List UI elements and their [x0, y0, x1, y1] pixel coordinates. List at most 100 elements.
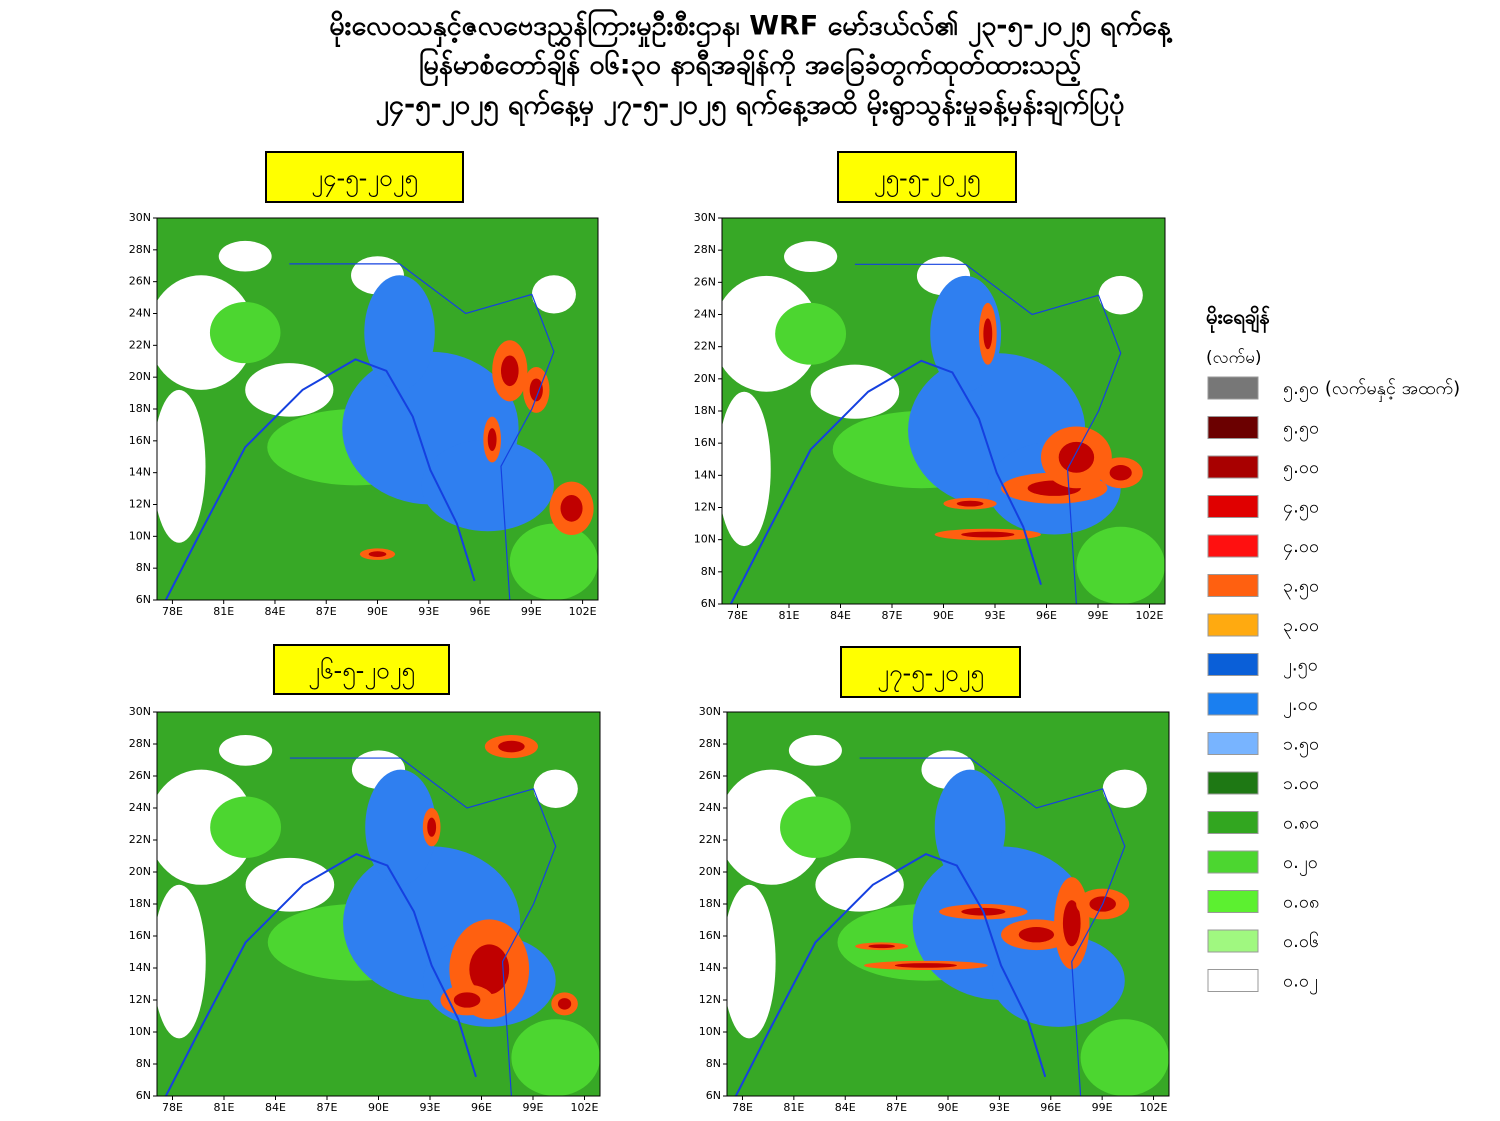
lat-label: 24N: [699, 801, 721, 814]
lon-label: 78E: [162, 605, 183, 618]
legend-label: ၃.၀၀: [1283, 615, 1319, 639]
legend-swatch: [1207, 692, 1259, 716]
lat-label: 24N: [694, 308, 716, 321]
border: [289, 263, 555, 600]
dry-area: [219, 735, 273, 766]
lat-label: 10N: [129, 529, 151, 542]
lon-label: 90E: [367, 605, 388, 618]
heavy-rain-core: [983, 318, 993, 350]
dry-area: [788, 735, 842, 766]
lat-label: 12N: [694, 501, 716, 514]
lat-label: 20N: [129, 370, 151, 383]
lon-label: 81E: [783, 1101, 804, 1114]
legend-label: ၀.၂၀: [1283, 852, 1318, 876]
title-line: ၂၄-၅-၂၀၂၅ ရက်နေ့မှ ၂၇-၅-၂၀၂၅ ရက်နေ့အထိ မ…: [376, 88, 1125, 127]
lat-label: 16N: [694, 436, 716, 449]
heavy-rain-core: [487, 428, 497, 452]
panel: ၂၅-၅-၂၀၂၅ 30N 28N 26N 24N 22N 20N 18N 16N 14N 12N 1…: [694, 151, 1166, 622]
dry-area: [810, 364, 900, 419]
border: [859, 757, 1126, 1096]
legend-swatch: [1207, 850, 1259, 874]
lat-label: 10N: [694, 533, 716, 546]
legend-label: ၄.၀၀: [1283, 536, 1319, 560]
legend-label: ၅.၅၀: [1283, 418, 1319, 442]
lon-label: 102E: [1140, 1101, 1168, 1114]
dry-area: [784, 241, 838, 273]
legend-swatch: [1207, 890, 1259, 913]
dry-area: [531, 275, 576, 314]
heavy-rain-core: [894, 963, 957, 968]
lon-label: 84E: [264, 605, 285, 618]
heavy-rain-core: [1109, 465, 1132, 481]
heavy-rain-core: [469, 944, 510, 995]
lat-label: 30N: [129, 705, 151, 718]
panel-label: ၂၅-၅-၂၀၂၅: [874, 164, 981, 197]
panel-label: ၂၆-၅-၂၀၂၅: [308, 656, 415, 690]
lon-label: 99E: [1088, 609, 1109, 622]
panel-label-box: [837, 151, 1017, 203]
legend-swatch: [1207, 929, 1259, 953]
lat-label: 24N: [129, 801, 151, 814]
lat-label: 16N: [129, 434, 151, 447]
lat-label: 20N: [694, 372, 716, 385]
legend-swatch: [1207, 574, 1259, 597]
heavy-rain-core: [500, 355, 519, 387]
lat-label: 6N: [136, 593, 151, 606]
legend-swatch: [1207, 732, 1259, 755]
dry-area: [1102, 769, 1147, 808]
lat-label: 22N: [129, 833, 151, 846]
moderate-rain-area: [930, 275, 1002, 392]
lat-label: 30N: [694, 211, 716, 224]
lat-label: 28N: [129, 243, 151, 256]
panel-label-box: [265, 151, 464, 203]
title: မိုးလေဝသနှင့်ဇလဗေဒညွှန်ကြားမှုဦးစီးဌာန၊ …: [329, 9, 1172, 127]
lat-label: 20N: [699, 865, 721, 878]
lat-label: 18N: [129, 402, 151, 415]
legend-swatch: [1207, 653, 1259, 676]
legend-title: မိုးရေချိန်: [1206, 305, 1270, 334]
lon-label: 93E: [418, 605, 439, 618]
legend-swatch: [1207, 416, 1259, 439]
lat-label: 10N: [129, 1025, 151, 1038]
title-line: မိုးလေဝသနှင့်ဇလဗေဒညွှန်ကြားမှုဦးစီးဌာန၊ …: [329, 9, 1172, 48]
lat-label: 26N: [129, 769, 151, 782]
coastline: [734, 852, 1047, 1096]
heavy-rain-core: [498, 740, 525, 753]
legend-swatch: [1207, 376, 1259, 400]
legend-label: ၀.၀၈: [1283, 892, 1319, 913]
lat-label: 8N: [701, 565, 716, 578]
light-rain-area: [1080, 1019, 1169, 1096]
dry-area: [245, 363, 334, 417]
legend-label: ၅.၅၀ (လက်မနှင့် အထက်): [1283, 378, 1460, 402]
legend-label: ၃.၅၀: [1283, 576, 1319, 600]
legend-swatch: [1207, 534, 1259, 558]
dry-area: [1098, 275, 1143, 315]
lat-label: 18N: [129, 897, 151, 910]
lon-label: 87E: [317, 1101, 338, 1114]
lon-label: 78E: [162, 1101, 183, 1114]
dry-area: [533, 769, 578, 808]
legend-label: ၂.၅၀: [1283, 655, 1318, 679]
lon-label: 87E: [882, 609, 903, 622]
dry-area: [245, 857, 335, 912]
legend-label: ၄.၅၀: [1283, 497, 1319, 521]
legend-swatch: [1207, 969, 1259, 992]
light-rain-area: [1076, 526, 1165, 604]
dry-area: [157, 275, 255, 390]
legend-swatch: [1207, 771, 1259, 795]
legend-swatch: [1207, 811, 1259, 834]
lon-label: 99E: [1092, 1101, 1113, 1114]
heavy-rain-core: [557, 998, 572, 1010]
dry-area: [157, 884, 206, 1039]
lat-label: 8N: [136, 1057, 151, 1070]
lat-label: 14N: [129, 961, 151, 974]
dry-area: [722, 391, 771, 547]
lon-label: 84E: [265, 1101, 286, 1114]
heavy-rain-core: [453, 992, 481, 1008]
lat-label: 12N: [699, 993, 721, 1006]
dry-area: [815, 857, 904, 912]
lat-label: 6N: [701, 597, 716, 610]
lat-label: 28N: [694, 243, 716, 256]
lat-label: 24N: [129, 307, 151, 320]
